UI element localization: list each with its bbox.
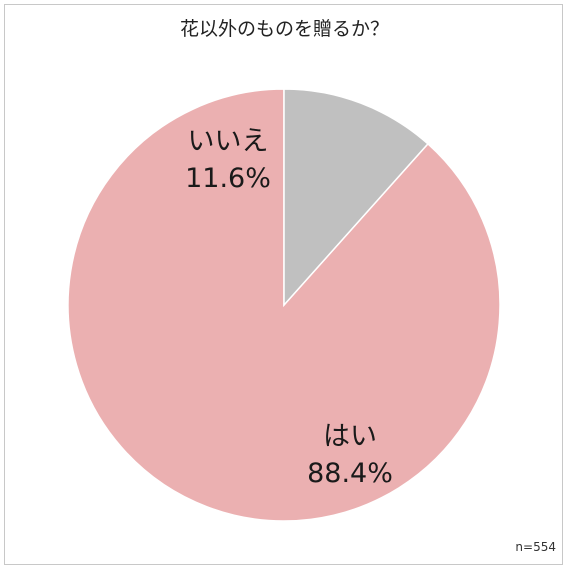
chart-title: 花以外のものを贈るか？	[179, 18, 389, 40]
slice-label-1: はい	[323, 421, 377, 452]
pie-slice-2	[283, 88, 429, 307]
slice-value-1: 88.4%	[307, 458, 393, 489]
slice-value-2: 11.6%	[185, 163, 271, 194]
slice-label-2: いいえ	[188, 126, 269, 157]
pie-slice-1	[67, 88, 501, 522]
sample-size-note: n=554	[515, 540, 556, 554]
